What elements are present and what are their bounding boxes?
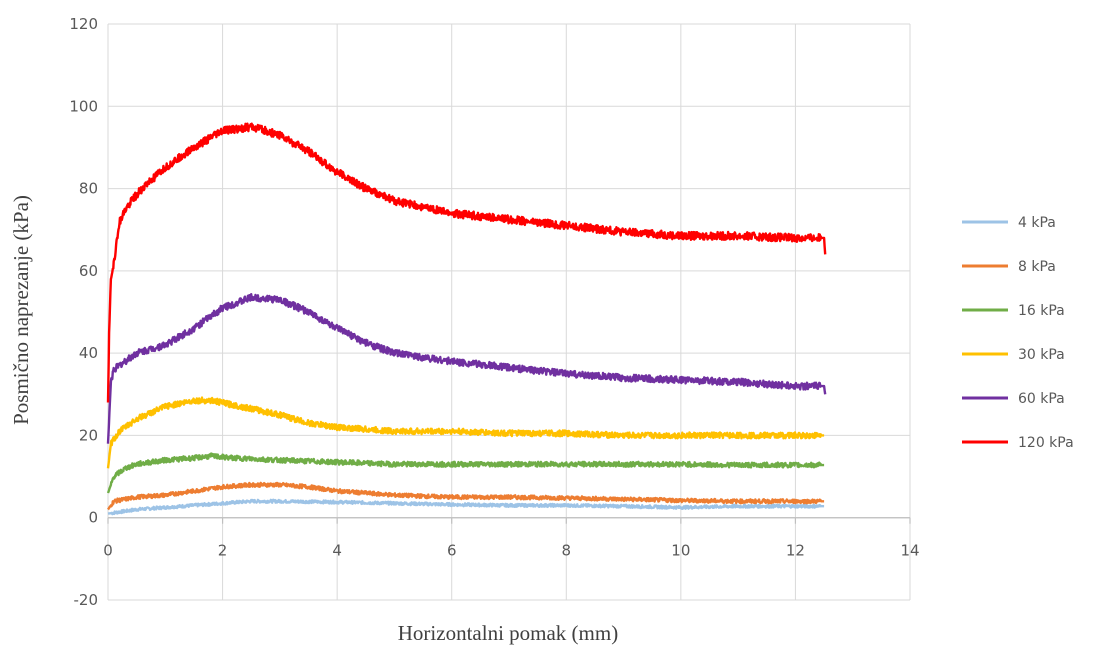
x-tick-label: 2 <box>218 542 228 560</box>
x-tick-label: 6 <box>447 542 457 560</box>
legend-label: 30 kPa <box>1018 347 1065 363</box>
legend-label: 16 kPa <box>1018 303 1065 319</box>
x-tick-label: 0 <box>103 542 113 560</box>
series-line <box>106 396 825 469</box>
y-axis-title: Posmično naprezanje (kPa) <box>9 195 33 425</box>
x-tick-labels: 0 2 4 6 8 10 12 14 <box>103 542 919 560</box>
series-line <box>106 452 825 494</box>
series-layer <box>106 122 827 516</box>
y-tick-label: 40 <box>79 344 98 362</box>
legend-label: 8 kPa <box>1018 259 1056 275</box>
legend-label: 60 kPa <box>1018 391 1065 407</box>
x-axis-title: Horizontalni pomak (mm) <box>398 621 618 645</box>
y-tick-label: -20 <box>74 591 99 609</box>
y-tick-labels: -20 0 20 40 60 80 100 120 <box>69 15 98 609</box>
y-tick-label: 0 <box>88 509 98 527</box>
legend-label: 120 kPa <box>1018 435 1074 451</box>
x-tick-label: 12 <box>786 542 805 560</box>
x-tick-label: 8 <box>562 542 572 560</box>
x-tick-label: 10 <box>671 542 690 560</box>
series-line <box>107 481 825 511</box>
y-tick-label: 80 <box>79 180 98 198</box>
series-line <box>106 122 827 403</box>
y-tick-label: 60 <box>79 262 98 280</box>
y-tick-label: 100 <box>69 97 98 115</box>
legend-label: 4 kPa <box>1018 215 1056 231</box>
series-line <box>107 498 825 516</box>
legend: 4 kPa 8 kPa 16 kPa 30 kPa 60 kPa 120 kPa <box>962 215 1074 451</box>
y-tick-label: 120 <box>69 15 98 33</box>
axis-lines <box>107 517 911 524</box>
series-line <box>106 293 827 444</box>
x-tick-label: 4 <box>332 542 342 560</box>
grid-lines <box>107 23 911 601</box>
x-tick-label: 14 <box>900 542 919 560</box>
y-tick-label: 20 <box>79 426 98 444</box>
